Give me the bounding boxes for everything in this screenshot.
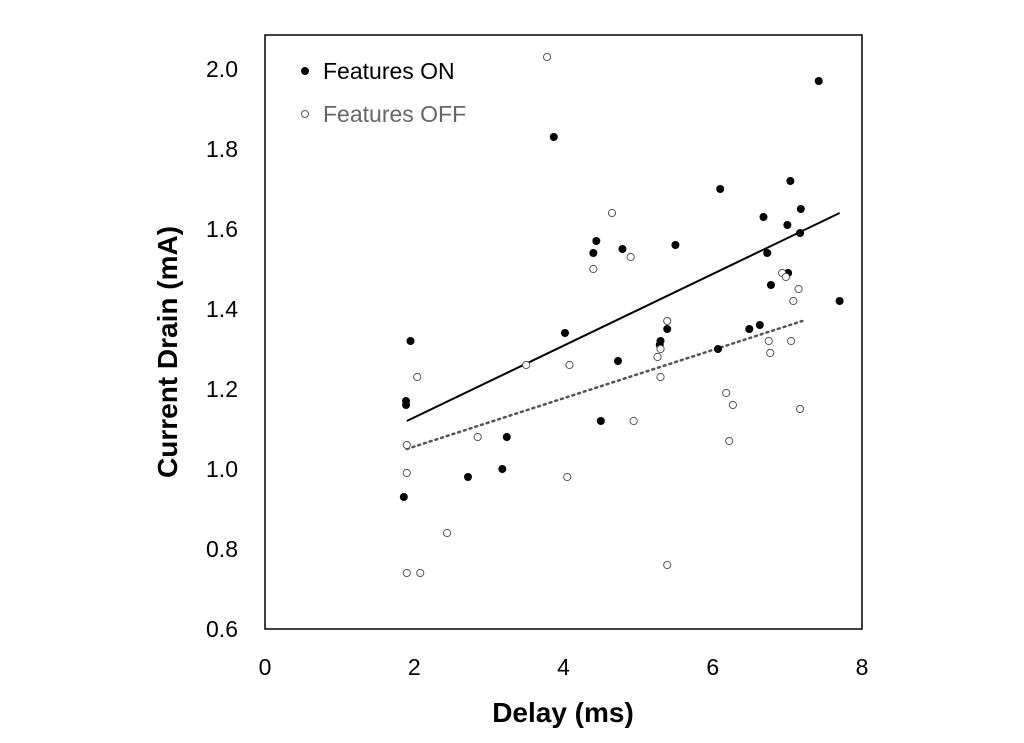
legend-label-features-on: Features ON: [323, 58, 455, 84]
point-features-off: [442, 528, 452, 538]
point-features-on: [549, 133, 558, 141]
point-features-on: [656, 337, 665, 345]
point-features-off: [402, 468, 411, 478]
legend: Features ON Features OFF: [301, 58, 466, 127]
point-features-off: [473, 432, 482, 442]
point-features-on: [618, 245, 627, 253]
point-features-off: [725, 436, 734, 446]
point-features-on: [796, 229, 805, 237]
point-features-on: [745, 325, 754, 333]
point-features-on: [402, 397, 411, 405]
point-features-off: [416, 568, 425, 578]
y-tick-label: 2.0: [206, 56, 238, 82]
point-features-off: [626, 252, 635, 262]
point-features-on: [498, 465, 507, 473]
y-axis-title: Current Drain (mA): [152, 226, 183, 478]
point-features-off: [413, 372, 422, 382]
point-features-off: [656, 372, 665, 382]
point-features-off: [794, 284, 803, 294]
point-features-off: [795, 404, 805, 414]
point-features-on: [502, 433, 511, 441]
point-features-off: [728, 400, 737, 410]
x-axis-title: Delay (ms): [492, 697, 634, 728]
point-features-off: [722, 388, 731, 398]
x-tick-label: 8: [856, 654, 869, 680]
point-features-off: [789, 296, 798, 306]
point-features-on: [613, 357, 622, 365]
x-tick-label: 4: [557, 654, 570, 680]
point-features-on: [759, 213, 768, 221]
point-features-off: [787, 336, 796, 346]
point-features-on: [406, 337, 415, 345]
point-features-on: [814, 77, 823, 85]
point-features-off: [402, 568, 411, 578]
point-features-off: [663, 560, 672, 570]
y-tick-label: 1.2: [206, 376, 238, 402]
legend-label-features-off: Features OFF: [323, 101, 466, 127]
point-features-on: [835, 297, 844, 305]
y-tick-label: 0.6: [206, 616, 238, 642]
point-features-off: [663, 316, 672, 326]
y-axis-ticks: 0.6 0.8 1.0 1.2 1.4 1.6 1.8 2.0: [206, 56, 238, 642]
point-features-on: [560, 329, 569, 337]
y-tick-label: 1.4: [206, 296, 238, 322]
point-features-on: [783, 221, 792, 229]
point-features-off: [542, 52, 552, 62]
point-features-on: [589, 249, 598, 257]
y-tick-label: 1.8: [206, 136, 238, 162]
point-features-off: [563, 472, 572, 482]
point-features-on: [596, 417, 605, 425]
point-features-on: [796, 205, 805, 213]
point-features-on: [716, 185, 725, 193]
point-features-off: [781, 272, 790, 282]
point-features-on: [713, 345, 722, 353]
trendline-features-on: [406, 212, 841, 422]
point-features-off: [764, 336, 773, 346]
point-features-on: [766, 281, 775, 289]
point-features-on: [592, 237, 601, 245]
point-features-off: [607, 208, 617, 218]
y-tick-label: 1.6: [206, 216, 238, 242]
point-features-off: [766, 348, 775, 358]
data-points: [399, 52, 844, 578]
point-features-on: [463, 473, 472, 481]
y-tick-label: 1.0: [206, 456, 238, 482]
x-tick-label: 2: [408, 654, 421, 680]
point-features-on: [786, 177, 795, 185]
trendlines: [405, 212, 841, 451]
x-axis-ticks: 0 2 4 6 8: [259, 654, 869, 680]
y-tick-label: 0.8: [206, 536, 238, 562]
point-features-on: [755, 321, 764, 329]
x-tick-label: 0: [259, 654, 272, 680]
point-features-off: [629, 416, 638, 426]
point-features-off: [565, 360, 574, 370]
point-features-off: [402, 440, 411, 450]
point-features-off: [589, 264, 598, 274]
legend-marker-features-on: [301, 67, 309, 75]
point-features-on: [399, 493, 408, 501]
point-features-off: [522, 360, 531, 370]
point-features-on: [663, 325, 672, 333]
legend-marker-features-off: [301, 110, 309, 118]
point-features-on: [763, 249, 772, 257]
point-features-off: [653, 352, 662, 362]
point-features-on: [671, 241, 680, 249]
point-features-off: [656, 344, 665, 354]
x-tick-label: 6: [706, 654, 719, 680]
